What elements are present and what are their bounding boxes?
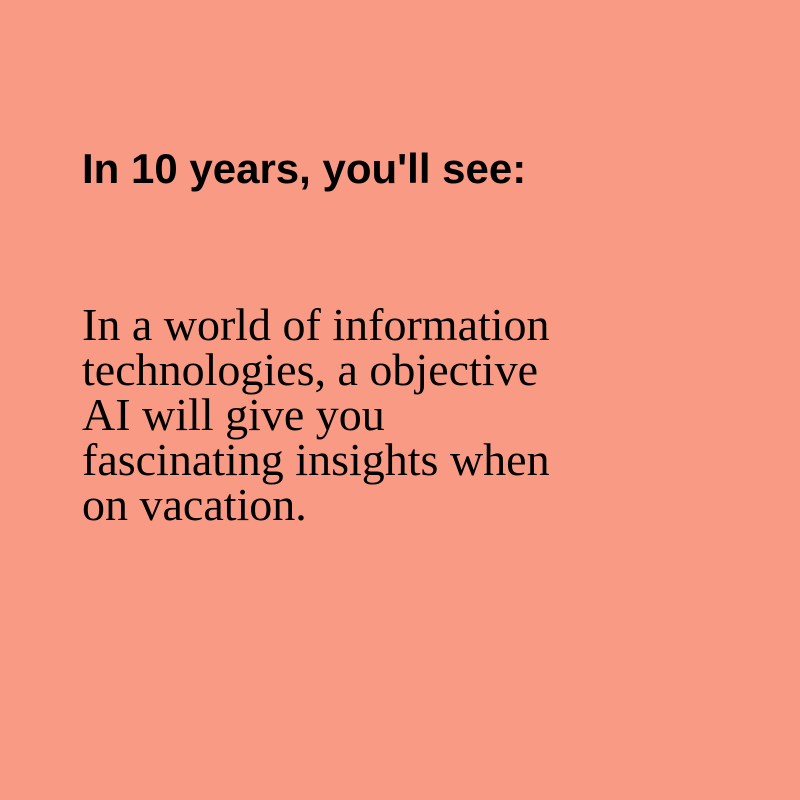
- body-text: In a world of information technologies, …: [82, 299, 550, 530]
- headline: In 10 years, you'll see:: [82, 145, 527, 192]
- body-line: on vacation.: [82, 479, 307, 530]
- body-line: fascinating insights when: [82, 434, 550, 485]
- body-line: AI will give you: [82, 389, 385, 440]
- body-line: In a world of information: [82, 299, 550, 350]
- body-line: technologies, a objective: [82, 344, 539, 395]
